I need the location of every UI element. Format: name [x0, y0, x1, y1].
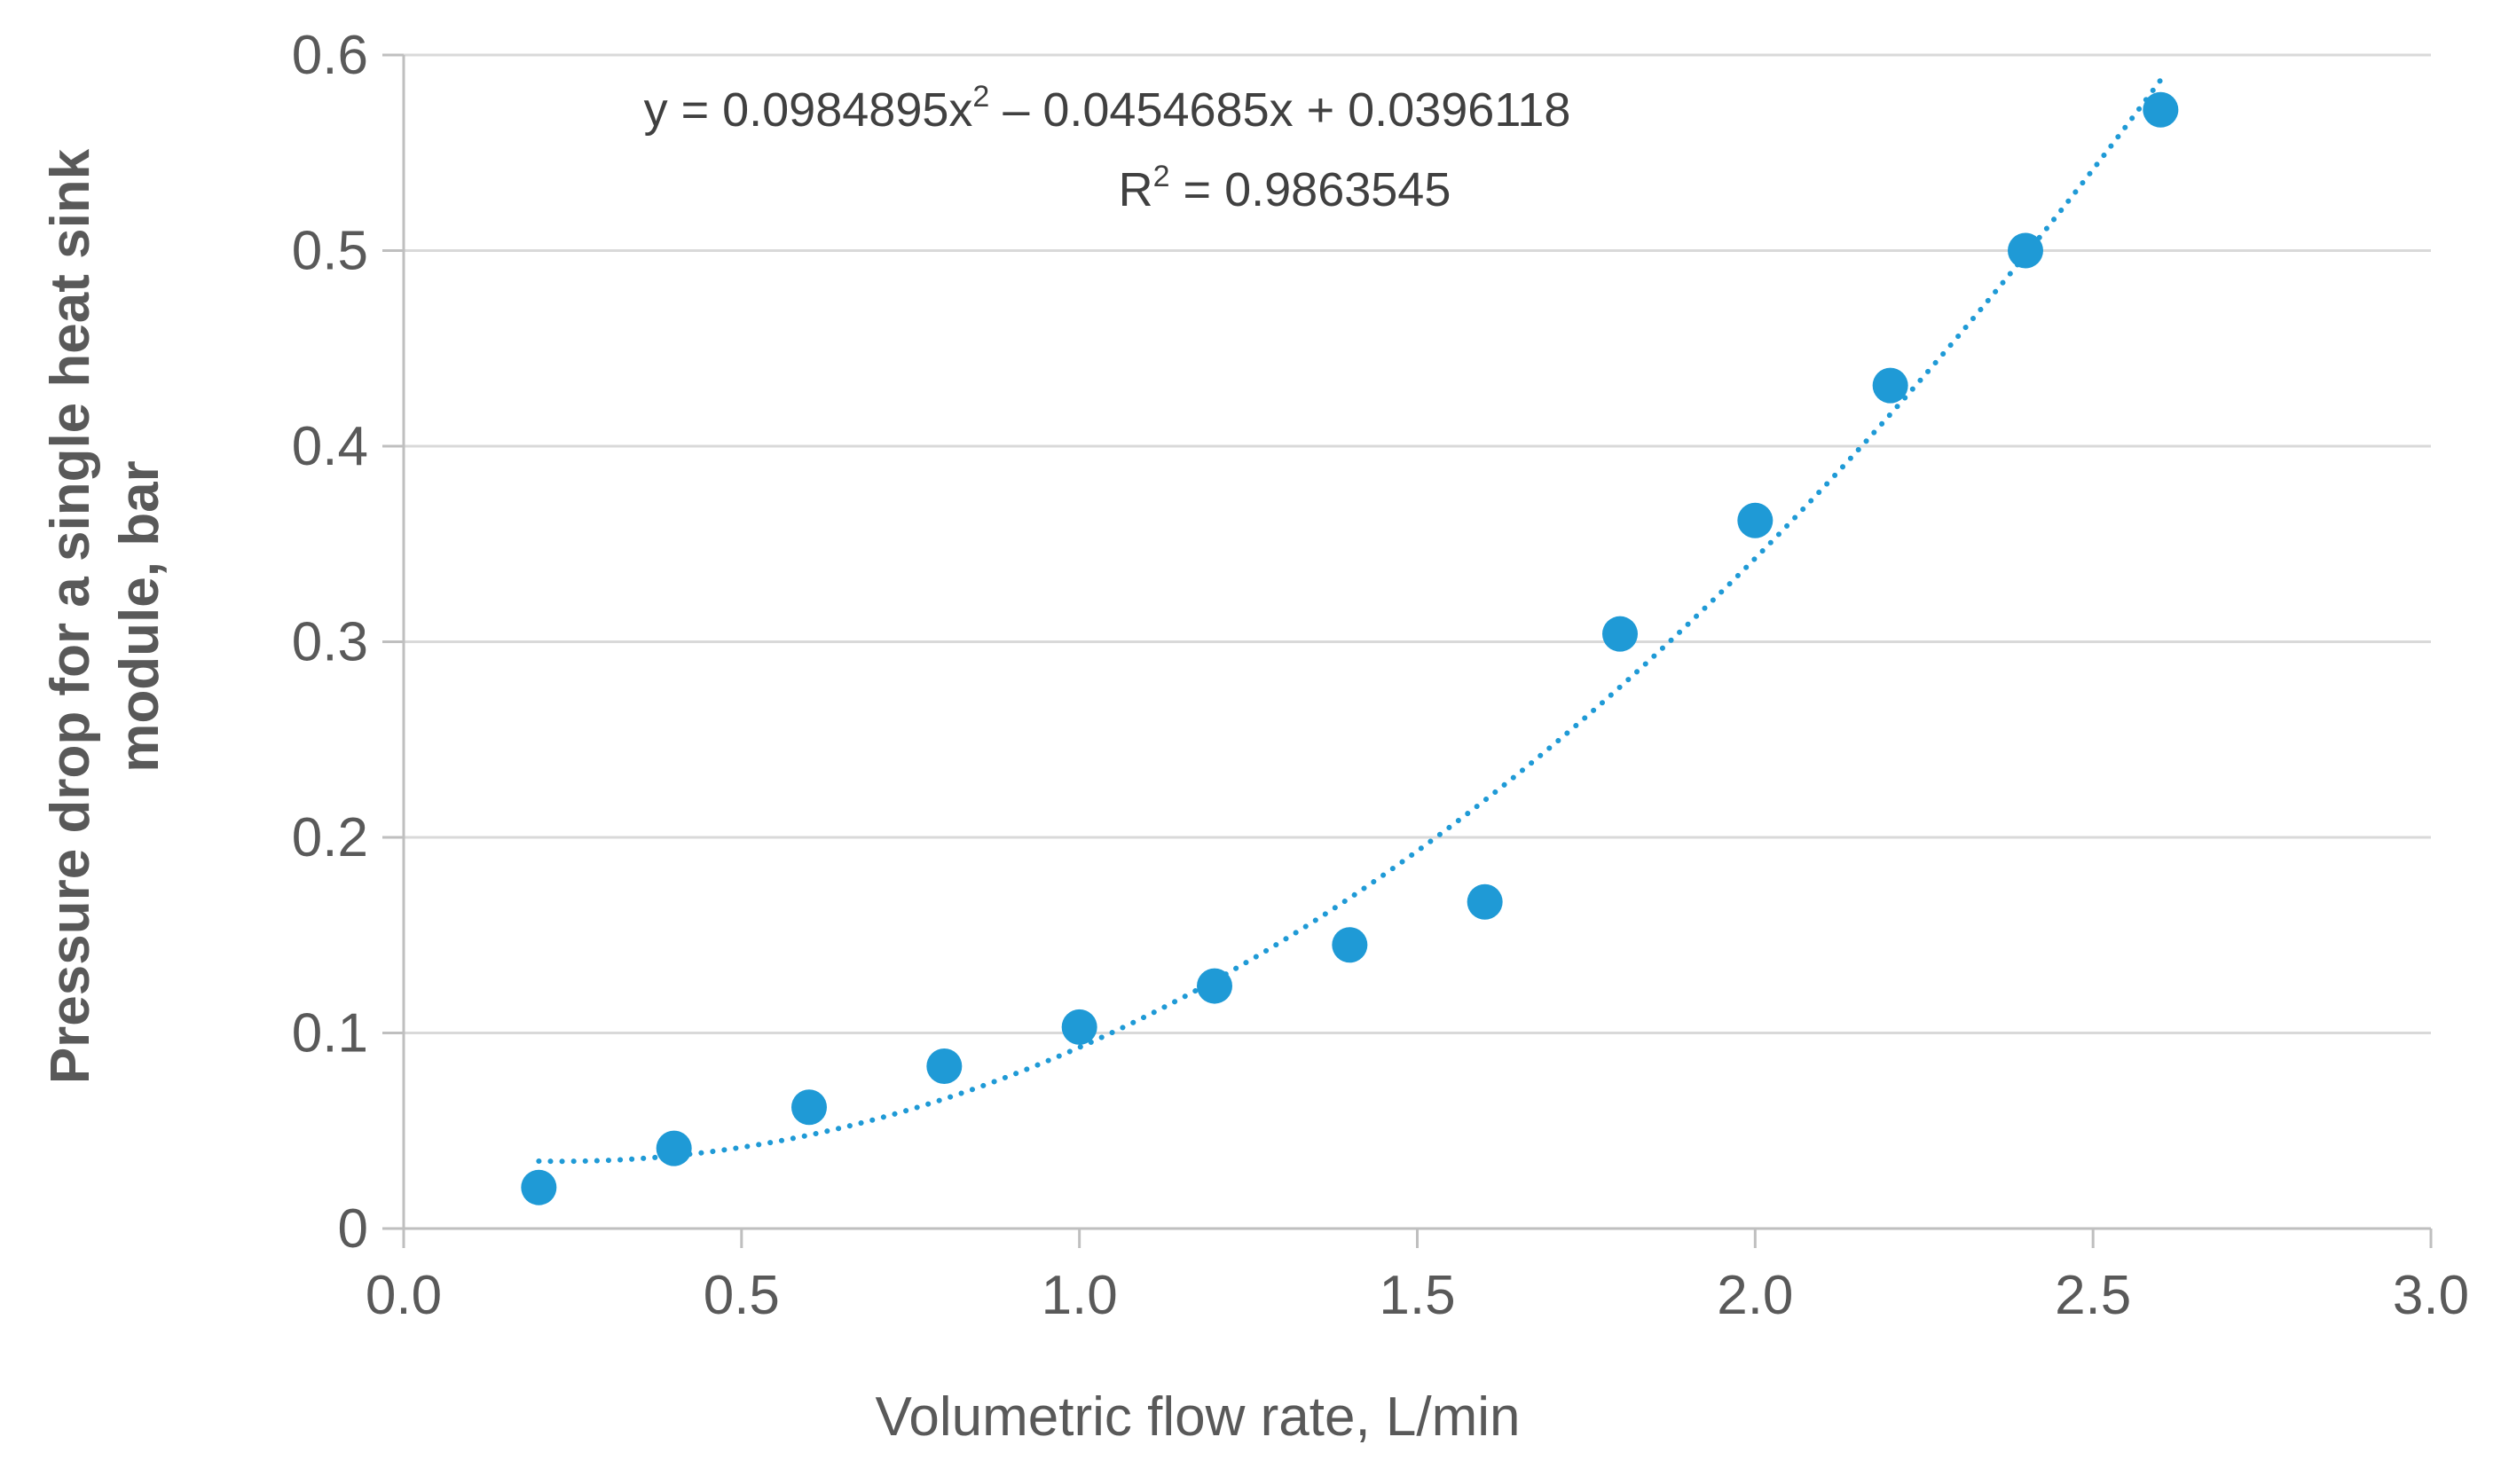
r-squared-label: R2 = 0.9863545: [1119, 160, 1451, 216]
x-tick-label: 0.5: [704, 1265, 780, 1326]
y-tick-label: 0.2: [292, 807, 368, 868]
data-point: [791, 1089, 827, 1126]
r2-suffix: = 0.9863545: [1170, 163, 1451, 216]
x-tick-label: 2.0: [1717, 1265, 1793, 1326]
x-tick-label: 0.0: [366, 1265, 442, 1326]
x-tick-label: 1.5: [1379, 1265, 1455, 1326]
x-axis-title: Volumetric flow rate, L/min: [875, 1386, 1520, 1448]
data-point: [1467, 883, 1503, 920]
data-point: [1602, 616, 1638, 652]
y-axis-title: Pressure drop for a single heat sink mod…: [40, 148, 170, 1084]
data-point: [2008, 232, 2043, 269]
trendline: [536, 77, 2164, 1165]
data-point: [1197, 968, 1232, 1004]
trendline-path: [536, 77, 2164, 1165]
equation-prefix: y = 0.0984895x: [644, 83, 973, 137]
tick-labels: 0 0.1 0.2 0.3 0.4 0.5 0.6 0.0 0.5 1.0 1.5 2.0 2.5 3.0: [292, 25, 2469, 1326]
data-point: [1872, 367, 1908, 404]
data-points: [521, 91, 2179, 1205]
data-point: [1332, 927, 1368, 963]
x-tick-label: 2.5: [2055, 1265, 2131, 1326]
x-tick-label: 3.0: [2393, 1265, 2469, 1326]
y-tick-label: 0.3: [292, 612, 368, 673]
gridlines: [404, 53, 2431, 1034]
r2-prefix: R: [1119, 163, 1153, 216]
axes: [382, 53, 2433, 1248]
trendline-equation: y = 0.0984895x2 – 0.0454685x + 0.0396118: [644, 80, 1571, 137]
y-axis-title-line1: Pressure drop for a single heat sink: [40, 148, 101, 1084]
data-point: [1061, 1009, 1097, 1045]
data-point: [926, 1048, 963, 1084]
equation-suffix: – 0.0454685x + 0.0396118: [989, 83, 1570, 137]
x-tick-label: 1.0: [1042, 1265, 1118, 1326]
y-tick-label: 0.5: [292, 221, 368, 282]
data-point: [1737, 502, 1774, 538]
data-point: [2143, 91, 2179, 128]
y-tick-label: 0.6: [292, 25, 368, 86]
y-tick-label: 0.1: [292, 1003, 368, 1064]
y-tick-label: 0.4: [292, 416, 368, 477]
y-axis-title-line2: module, bar: [109, 460, 170, 772]
equation-exponent: 2: [972, 80, 989, 114]
data-point: [656, 1130, 692, 1166]
data-point: [521, 1169, 557, 1205]
y-tick-label: 0: [338, 1198, 368, 1260]
r2-exponent: 2: [1153, 160, 1170, 193]
